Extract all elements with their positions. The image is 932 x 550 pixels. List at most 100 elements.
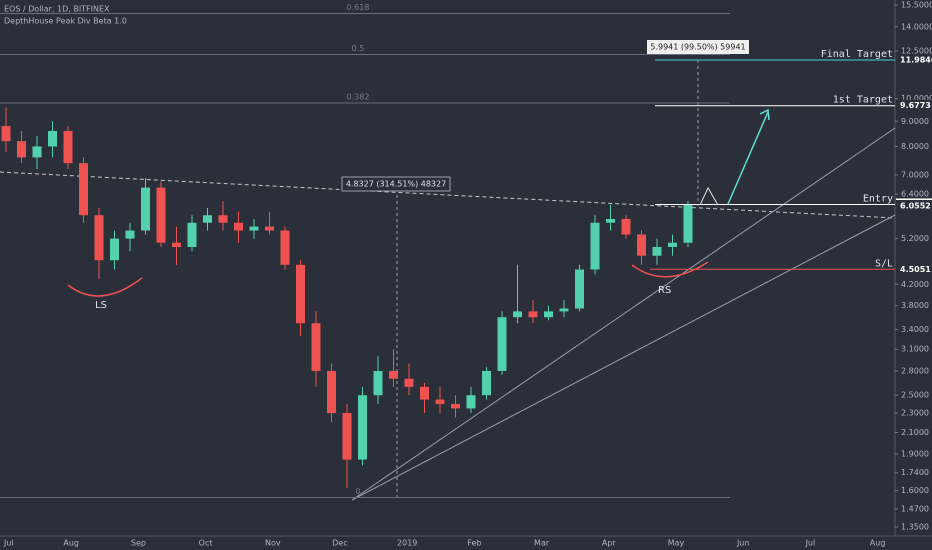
y-tick-label: 15.5000 xyxy=(901,1,932,10)
candle-body xyxy=(234,222,243,231)
candle-body xyxy=(513,311,522,318)
y-tick-label: 2.1000 xyxy=(901,428,929,437)
neckline xyxy=(0,171,896,219)
y-tick-label: 8.0000 xyxy=(901,142,929,151)
candle-body xyxy=(156,187,166,243)
candle-body xyxy=(559,308,569,312)
candle-body xyxy=(482,370,491,396)
y-tick-label: 2.5000 xyxy=(901,391,929,400)
y-tick-label: 1.3500 xyxy=(901,523,929,532)
measure-box xyxy=(341,176,451,192)
rs-curve xyxy=(631,261,709,278)
level-name: Entry xyxy=(863,193,893,204)
candle-body xyxy=(218,215,228,223)
fib-label: 0 xyxy=(355,487,360,496)
candle-body xyxy=(110,238,119,261)
y-tick-label: 9.0000 xyxy=(901,117,929,126)
candle-body xyxy=(32,146,42,158)
candle-body xyxy=(327,370,336,414)
candle-body xyxy=(358,395,367,460)
y-tick-label: 2.8000 xyxy=(901,366,929,375)
candle-body xyxy=(590,222,600,270)
candle-body xyxy=(125,230,135,239)
y-tick-label: 3.1000 xyxy=(901,345,929,354)
candle-body xyxy=(544,311,553,318)
x-tick-label: Oct xyxy=(199,539,213,548)
candle-body xyxy=(280,230,290,265)
candle-body xyxy=(606,218,615,223)
candle-body xyxy=(17,141,26,158)
pattern-label: LS xyxy=(95,300,107,311)
candle-body xyxy=(575,269,584,309)
measure-label: 4.8327 (314.51%) 48327 xyxy=(346,180,446,189)
y-tick-label: 12.5000 xyxy=(901,47,932,56)
candle-body xyxy=(683,204,693,243)
y-tick-label: 3.4000 xyxy=(901,325,929,334)
x-tick-label: Jul xyxy=(805,539,816,548)
y-tick-label: 1.9000 xyxy=(901,449,929,458)
candle-body xyxy=(497,317,507,371)
measure-box xyxy=(647,40,749,54)
y-tick-label: 1.4700 xyxy=(901,504,929,513)
candle-body xyxy=(668,242,677,247)
candle-body xyxy=(404,378,414,387)
price-box xyxy=(896,263,932,276)
x-tick-label: Nov xyxy=(265,539,281,548)
y-tick-label: 10.0000 xyxy=(901,94,932,103)
y-tick-label: 1.6000 xyxy=(901,486,929,495)
candle-body xyxy=(1,126,11,142)
x-tick-label: Mar xyxy=(534,539,550,548)
fib-label: 0.5 xyxy=(352,44,365,53)
price-box xyxy=(896,99,932,112)
target-arrow xyxy=(727,111,769,205)
x-tick-label: May xyxy=(668,539,685,548)
candle-body xyxy=(389,370,398,379)
trendline xyxy=(351,214,896,501)
candle-body xyxy=(652,246,662,256)
y-tick-label: 14.0000 xyxy=(901,22,932,31)
candle-body xyxy=(172,242,181,247)
drawings xyxy=(0,60,896,501)
arrow-head xyxy=(759,108,770,121)
x-tick-label: 2019 xyxy=(397,539,417,548)
y-tick-label: 1.7400 xyxy=(901,468,929,477)
fib-label: 0.382 xyxy=(347,93,370,102)
candle-body xyxy=(141,187,150,231)
price-label: 9.6773 xyxy=(900,101,931,110)
x-tick-label: Aug xyxy=(63,539,79,548)
candle-body xyxy=(265,226,274,231)
candle-body xyxy=(187,222,197,247)
candle-body xyxy=(435,399,445,404)
candle-body xyxy=(79,163,88,216)
candle-body xyxy=(342,413,352,460)
fib-label: 0.618 xyxy=(347,3,370,12)
level-name: 1st Target xyxy=(833,95,893,106)
candle-body xyxy=(203,215,212,223)
level-name: S/L xyxy=(875,258,893,269)
ls-curve xyxy=(67,277,143,297)
x-tick-label: Dec xyxy=(332,539,347,548)
price-box xyxy=(896,54,932,67)
pattern-label: RS xyxy=(658,285,671,296)
candle-body xyxy=(420,386,429,400)
candle-body xyxy=(451,403,460,409)
candle-body xyxy=(296,264,305,324)
candle-body xyxy=(637,234,646,256)
candle-body xyxy=(48,130,57,147)
level-name: Final Target xyxy=(821,49,893,60)
candle-body xyxy=(249,226,259,231)
candle-body xyxy=(373,370,383,396)
candle-body xyxy=(311,323,321,371)
y-tick-label: 7.0000 xyxy=(901,171,929,180)
pullback-arrow xyxy=(699,186,719,206)
y-tick-label: 2.3000 xyxy=(901,409,929,418)
candle-body xyxy=(63,130,73,164)
y-tick-label: 5.2000 xyxy=(901,234,929,243)
price-box xyxy=(896,200,932,213)
trendline xyxy=(351,127,896,501)
x-tick-label: Apr xyxy=(602,539,617,548)
price-label: 11.9846 xyxy=(900,56,932,65)
price-label: 4.5051 xyxy=(900,265,931,274)
